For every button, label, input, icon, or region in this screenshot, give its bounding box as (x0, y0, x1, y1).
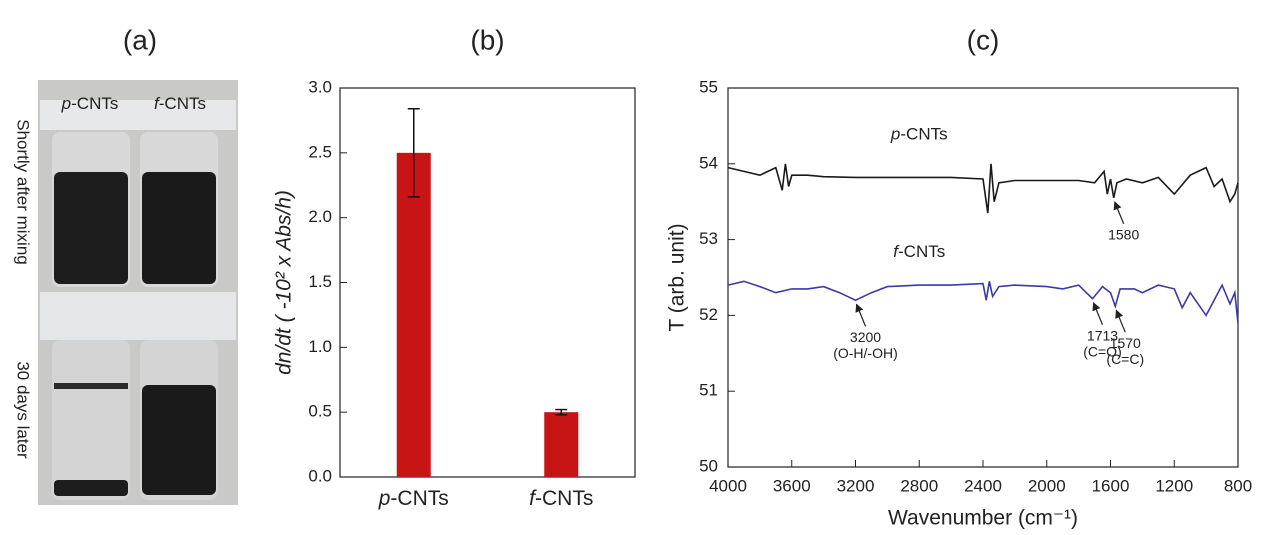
x-tick-label: f-CNTs (529, 487, 593, 510)
y-tick-label: 54 (699, 153, 718, 172)
x-axis-label: Wavenumber (cm⁻¹) (888, 507, 1078, 530)
row-label: Shortly after mixing (14, 119, 33, 265)
y-tick-label: 1.5 (308, 272, 332, 291)
y-tick-label: 50 (699, 456, 718, 475)
y-tick-label: 3.0 (308, 77, 332, 96)
row-label: 30 days later (14, 361, 33, 459)
vial-sediment (54, 480, 128, 496)
y-tick-label: 2.0 (308, 207, 332, 226)
series-line (727, 163, 1239, 214)
x-tick-label: 2000 (1028, 476, 1066, 495)
x-tick-label: 800 (1224, 476, 1252, 495)
vial (52, 340, 130, 500)
x-tick-label: 3200 (837, 476, 875, 495)
y-tick-label: 0.0 (308, 466, 332, 485)
photo-panel: (a) p-CNTs f-CNTs Shortly after mixing 3… (14, 24, 238, 505)
bar (544, 412, 579, 477)
panel-label: (c) (967, 24, 1000, 55)
annotation-text: (C=C) (1106, 351, 1144, 367)
x-tick-label: 2400 (964, 476, 1002, 495)
x-tick-label: p-CNTs (378, 487, 449, 510)
vial-liquid (142, 172, 216, 284)
column-label: f-CNTs (154, 94, 206, 113)
x-tick-label: 1200 (1155, 476, 1193, 495)
panel-label: (a) (123, 24, 157, 55)
column-label: p-CNTs (61, 94, 119, 113)
series-line (727, 280, 1239, 324)
y-tick-label: 1.0 (308, 337, 332, 356)
x-tick-label: 2800 (900, 476, 938, 495)
plot-frame (339, 87, 636, 478)
annotation-arrow (1115, 309, 1126, 333)
label-band (40, 100, 236, 130)
annotation-text: (C=O) (1083, 343, 1122, 359)
y-tick-label: 52 (699, 305, 718, 324)
vial-meniscus (54, 383, 128, 389)
annotation-arrow (1092, 301, 1104, 325)
panel-label: (b) (470, 24, 504, 55)
plot-frame (727, 87, 1239, 468)
annotation-text: 1580 (1108, 227, 1139, 243)
annotation-text: (O-H/-OH) (833, 345, 898, 361)
vial-liquid (54, 172, 128, 284)
x-tick-label: 1600 (1092, 476, 1130, 495)
x-tick-label: 4000 (709, 476, 747, 495)
y-axis-label: dn/dt ( -10² x Abs/h) (273, 190, 296, 375)
y-tick-label: 53 (699, 229, 718, 248)
annotation-text: 3200 (850, 329, 881, 345)
y-axis-label: T (arb. unit) (666, 223, 689, 331)
annotation-text: 1713 (1087, 327, 1118, 343)
series-label: f-CNTs (893, 243, 945, 262)
annotation-arrow (1113, 201, 1125, 225)
label-band (40, 292, 236, 340)
annotation-arrow (855, 303, 867, 327)
y-tick-label: 0.5 (308, 402, 332, 421)
y-tick-label: 2.5 (308, 142, 332, 161)
x-tick-label: 3600 (773, 476, 811, 495)
bar (396, 152, 431, 478)
annotation-text: 1570 (1110, 335, 1141, 351)
series-label: p-CNTs (890, 125, 948, 144)
y-tick-label: 55 (699, 77, 718, 96)
vial-liquid (142, 385, 216, 495)
y-tick-label: 51 (699, 381, 718, 400)
